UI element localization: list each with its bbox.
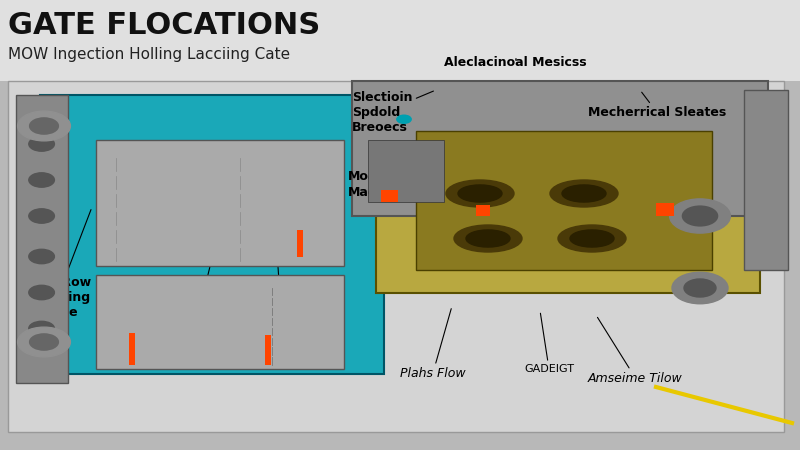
Circle shape [670, 199, 730, 233]
Text: Plahs Flow: Plahs Flow [400, 309, 466, 380]
Text: MOW Ingection Holling Lacciing Cate: MOW Ingection Holling Lacciing Cate [8, 47, 290, 62]
Ellipse shape [558, 225, 626, 252]
Circle shape [30, 334, 58, 350]
Text: Amseime Tilow: Amseime Tilow [588, 317, 682, 384]
FancyBboxPatch shape [0, 0, 800, 81]
Text: Medaonntee: Medaonntee [160, 228, 247, 299]
FancyBboxPatch shape [744, 90, 788, 270]
Ellipse shape [466, 230, 510, 247]
Circle shape [29, 137, 54, 151]
Text: GATE FLOCATIONS: GATE FLOCATIONS [8, 11, 320, 40]
Circle shape [29, 249, 54, 264]
Circle shape [397, 115, 411, 123]
FancyBboxPatch shape [376, 104, 760, 292]
FancyBboxPatch shape [381, 190, 398, 203]
Text: Gnating
Eswidn Eloves: Gnating Eswidn Eloves [232, 241, 330, 329]
Ellipse shape [550, 180, 618, 207]
Circle shape [29, 321, 54, 336]
Circle shape [684, 279, 716, 297]
FancyBboxPatch shape [40, 94, 384, 374]
FancyBboxPatch shape [352, 81, 768, 216]
FancyBboxPatch shape [129, 333, 135, 364]
FancyBboxPatch shape [96, 274, 344, 369]
Circle shape [682, 206, 718, 226]
Circle shape [29, 209, 54, 223]
Ellipse shape [446, 180, 514, 207]
Text: Slectioin
Spdold
Breoecs: Slectioin Spdold Breoecs [352, 91, 434, 134]
FancyBboxPatch shape [297, 230, 303, 256]
FancyBboxPatch shape [476, 205, 490, 216]
Circle shape [29, 285, 54, 300]
Circle shape [29, 173, 54, 187]
Text: Aleclacinoal Mesicss: Aleclacinoal Mesicss [444, 57, 586, 69]
FancyBboxPatch shape [368, 140, 444, 202]
Text: Mecherrical Sleates: Mecherrical Sleates [588, 92, 726, 119]
FancyBboxPatch shape [8, 81, 784, 432]
Circle shape [18, 111, 70, 141]
Circle shape [18, 327, 70, 357]
Text: Gate Row
Rodtiliing
Stacate: Gate Row Rodtiliing Stacate [24, 210, 91, 319]
FancyBboxPatch shape [0, 81, 800, 450]
FancyBboxPatch shape [16, 94, 68, 382]
Ellipse shape [570, 230, 614, 247]
Text: Moatoiub
Maeehielcs: Moatoiub Maeehielcs [348, 171, 426, 198]
Circle shape [30, 118, 58, 134]
Ellipse shape [562, 185, 606, 202]
Ellipse shape [458, 185, 502, 202]
FancyBboxPatch shape [265, 335, 271, 364]
FancyBboxPatch shape [656, 203, 674, 216]
Text: Mechteto: Mechteto [96, 182, 162, 236]
FancyBboxPatch shape [416, 130, 712, 270]
Circle shape [672, 272, 728, 304]
Ellipse shape [454, 225, 522, 252]
FancyBboxPatch shape [96, 140, 344, 266]
Text: GADEIGT: GADEIGT [524, 313, 574, 374]
